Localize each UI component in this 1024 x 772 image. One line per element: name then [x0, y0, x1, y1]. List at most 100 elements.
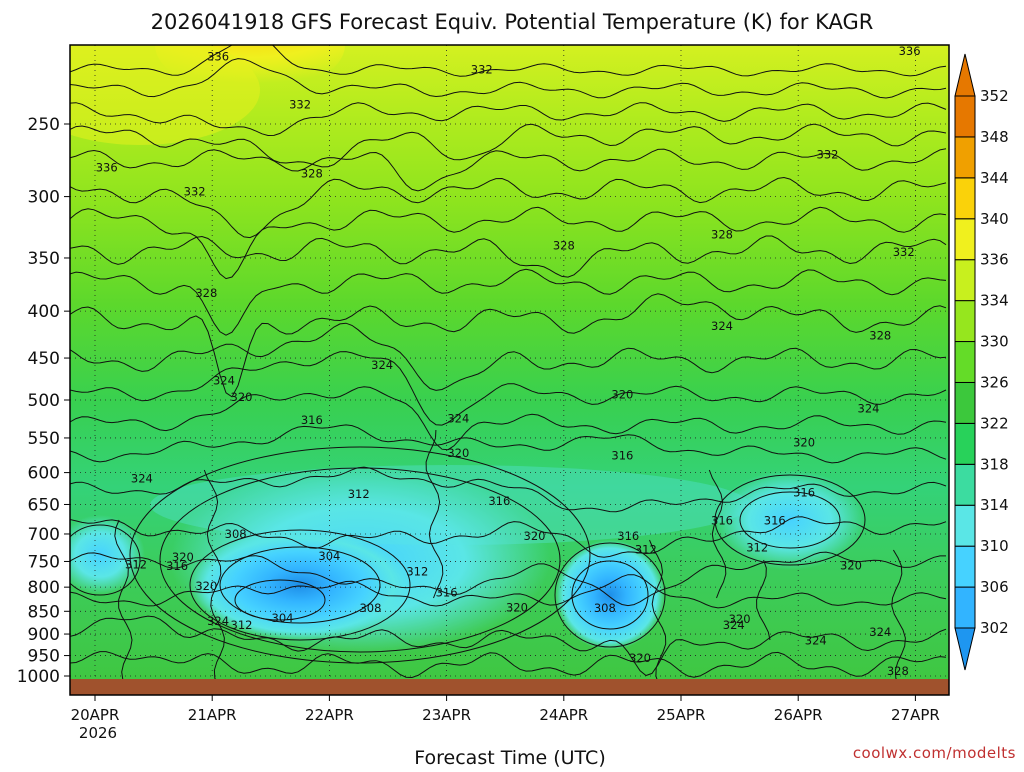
contour-label: 324	[213, 373, 235, 387]
contour-label-bg	[123, 0, 149, 12]
contour-line	[70, 574, 947, 609]
colorbar-segment	[954, 95, 976, 138]
colorbar-segment	[954, 586, 976, 629]
contour-line	[70, 466, 947, 513]
contour-label: 324	[371, 358, 393, 372]
y-tick-label: 350	[28, 249, 60, 269]
colorbar-segment	[954, 381, 976, 424]
contour-line	[70, 651, 947, 679]
contour-line	[714, 474, 866, 566]
contour-label: 332	[817, 148, 839, 162]
contour-label: 312	[406, 564, 428, 578]
y-tick-label: 600	[28, 464, 60, 484]
ground	[70, 679, 949, 695]
colorbar-label: 340	[980, 210, 1009, 228]
cold-pool-24apr	[555, 540, 665, 650]
contour-label: 316	[166, 559, 188, 573]
colorbar-segment	[954, 341, 976, 383]
contour-line	[708, 469, 727, 599]
contour-label: 332	[471, 62, 493, 76]
contour-line	[425, 429, 444, 599]
contour-line	[649, 539, 667, 685]
contour-label: 324	[447, 412, 469, 426]
contour-label: 328	[711, 228, 733, 242]
contour-label: 320	[629, 651, 651, 665]
colorbar-segment	[954, 545, 976, 588]
contour-lines	[70, 45, 947, 687]
colorbar-bottom-arrow	[954, 627, 976, 671]
colorbar-segment	[954, 136, 976, 179]
contour-line	[114, 519, 133, 681]
cold-pool-20apr	[70, 515, 145, 595]
chart-title: 2026041918 GFS Forecast Equiv. Potential…	[151, 10, 874, 34]
y-tick-label: 800	[28, 578, 60, 598]
contour-line	[70, 615, 947, 677]
yellow-band	[70, 45, 260, 145]
contour-label: 312	[746, 540, 768, 554]
x-tick-label: 20APR	[71, 706, 120, 724]
contour-line	[159, 467, 561, 653]
cyan-band	[150, 465, 750, 545]
contour-label: 320	[195, 579, 217, 593]
contour-line	[70, 424, 947, 464]
contour-label: 312	[635, 543, 657, 557]
y-tick-label: 700	[28, 525, 60, 545]
contour-label: 328	[553, 238, 575, 252]
y-tick-label: 900	[28, 625, 60, 645]
contour-line	[70, 322, 947, 391]
contour-label: 320	[793, 435, 815, 449]
y-tick-label: 250	[28, 115, 60, 135]
contour-line	[70, 58, 947, 99]
contour-line	[891, 549, 906, 687]
contour-line	[189, 529, 411, 641]
contour-line	[219, 546, 381, 624]
contour-label: 336	[899, 44, 921, 58]
contour-line	[70, 293, 947, 398]
colorbar-label: 334	[980, 292, 1009, 310]
contour-label: 312	[348, 487, 370, 501]
contour-label: 316	[764, 514, 786, 528]
colorbar-label: 310	[980, 537, 1009, 555]
contour-label: 308	[594, 601, 616, 615]
contour-label: 320	[524, 529, 546, 543]
y-tick-label: 550	[28, 429, 60, 449]
contour-label: 320	[506, 601, 528, 615]
contour-label: 316	[711, 514, 733, 528]
x-tick-label: 25APR	[657, 706, 706, 724]
colorbar-label: 348	[980, 128, 1009, 146]
colorbar-label: 322	[980, 414, 1009, 432]
contour-line	[70, 235, 947, 278]
y-tick-label: 750	[28, 552, 60, 572]
contour-line	[70, 351, 947, 426]
colorbar-label: 326	[980, 373, 1009, 391]
y-tick-label: 850	[28, 602, 60, 622]
contour-label: 328	[195, 286, 217, 300]
colorbar-segment	[954, 218, 976, 261]
x-axis: 20APR 21APR 22APR 23APR 24APR 25APR 26APR 27APR	[71, 695, 940, 724]
contour-line	[70, 123, 947, 168]
contour-label: 320	[611, 387, 633, 401]
colorbar-label: 314	[980, 496, 1009, 514]
contour-label: 316	[617, 529, 639, 543]
contour-label: 316	[301, 413, 323, 427]
y-tick-label: 500	[28, 391, 60, 411]
contour-label: 312	[231, 618, 253, 632]
x-tick-label: 27APR	[891, 706, 940, 724]
contour-label: 316	[793, 486, 815, 500]
contour-label: 328	[301, 166, 323, 180]
colorbar-segment	[954, 177, 976, 220]
y-tick-label: 650	[28, 495, 60, 515]
grid-lines	[70, 45, 949, 695]
contour-label: 328	[869, 328, 891, 342]
contour-label: 332	[289, 97, 311, 111]
contour-label: 324	[131, 472, 153, 486]
contour-label: 324	[805, 634, 827, 648]
colorbar-label: 336	[980, 251, 1009, 269]
contour-label: 308	[225, 527, 247, 541]
x-tick-label: 22APR	[305, 706, 354, 724]
contour-line	[571, 560, 649, 630]
contour-label: 324	[869, 625, 891, 639]
y-tick-label: 300	[28, 188, 60, 208]
